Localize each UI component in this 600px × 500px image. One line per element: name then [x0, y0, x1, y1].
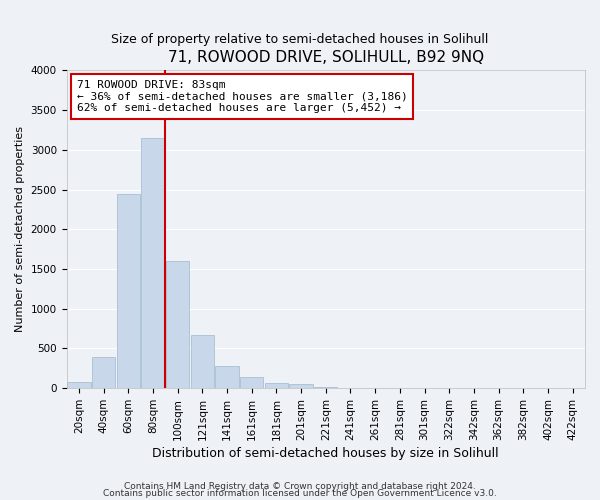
Bar	[215, 366, 239, 388]
Text: Contains public sector information licensed under the Open Government Licence v3: Contains public sector information licen…	[103, 490, 497, 498]
Bar	[67, 382, 91, 388]
Text: Size of property relative to semi-detached houses in Solihull: Size of property relative to semi-detach…	[112, 32, 488, 46]
Bar	[166, 261, 190, 388]
Text: 71 ROWOOD DRIVE: 83sqm
← 36% of semi-detached houses are smaller (3,186)
62% of : 71 ROWOOD DRIVE: 83sqm ← 36% of semi-det…	[77, 80, 407, 113]
Title: 71, ROWOOD DRIVE, SOLIHULL, B92 9NQ: 71, ROWOOD DRIVE, SOLIHULL, B92 9NQ	[168, 50, 484, 65]
Y-axis label: Number of semi-detached properties: Number of semi-detached properties	[15, 126, 25, 332]
Bar	[240, 377, 263, 388]
Bar	[116, 194, 140, 388]
Bar	[289, 384, 313, 388]
Text: Contains HM Land Registry data © Crown copyright and database right 2024.: Contains HM Land Registry data © Crown c…	[124, 482, 476, 491]
Bar	[92, 357, 115, 388]
Bar	[191, 335, 214, 388]
Bar	[265, 383, 288, 388]
X-axis label: Distribution of semi-detached houses by size in Solihull: Distribution of semi-detached houses by …	[152, 447, 499, 460]
Bar	[141, 138, 164, 388]
